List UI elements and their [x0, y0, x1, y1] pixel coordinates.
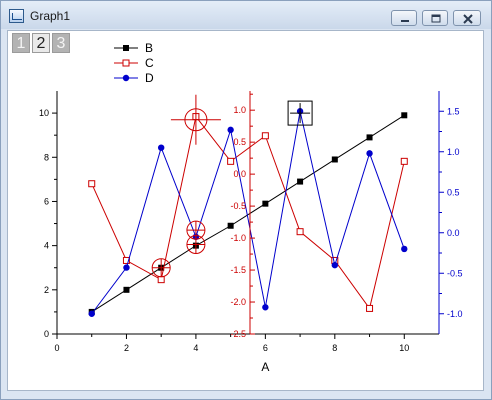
- right-y-tick-label: -0.5: [447, 268, 463, 278]
- red-y-tick-label: 0.0: [233, 169, 246, 179]
- left-y-tick-label: 6: [44, 196, 49, 206]
- series-D-point[interactable]: [262, 304, 269, 311]
- series-B-line[interactable]: [91, 114, 405, 313]
- series-D-point[interactable]: [123, 264, 130, 271]
- legend-marker[interactable]: [122, 74, 130, 82]
- title-bar[interactable]: Graph1: [1, 1, 491, 29]
- series-C-point[interactable]: [261, 132, 269, 140]
- series-D-point[interactable]: [157, 144, 165, 151]
- layer-tab-3[interactable]: 3: [52, 33, 70, 53]
- x-tick-label: 0: [54, 343, 59, 353]
- layer-tab-1[interactable]: 1: [12, 33, 30, 53]
- legend-label: C: [145, 56, 154, 70]
- left-y-tick-label: 4: [44, 241, 49, 251]
- data-reader-marker[interactable]: [151, 258, 171, 278]
- red-y-tick-label: -2.5: [230, 329, 246, 339]
- left-y-tick-label: 10: [39, 108, 49, 118]
- series-C-point[interactable]: [88, 180, 96, 188]
- red-y-tick-label: -2.0: [230, 297, 246, 307]
- data-reader-marker[interactable]: [186, 220, 206, 240]
- series-C-line[interactable]: [91, 115, 405, 310]
- right-y-tick-label: -1.0: [447, 309, 463, 319]
- data-reader-marker[interactable]: [287, 100, 313, 126]
- right-y-tick-label: 1.5: [447, 106, 460, 116]
- maximize-button[interactable]: [422, 10, 448, 26]
- series-B-point[interactable]: [331, 156, 338, 163]
- legend-label: B: [145, 41, 153, 55]
- right-y-tick-label: 0.5: [447, 187, 460, 197]
- series-D-point[interactable]: [88, 310, 95, 317]
- red-y-tick-label: -1.0: [230, 233, 246, 243]
- series-C-point[interactable]: [227, 157, 235, 165]
- red-y-tick-label: 1.0: [233, 105, 246, 115]
- series-B-point[interactable]: [262, 200, 269, 207]
- right-y-tick-label: 1.0: [447, 147, 460, 157]
- right-y-tick-label: 0.0: [447, 228, 460, 238]
- red-y-tick-label: -0.5: [230, 201, 246, 211]
- x-tick-label: 2: [124, 343, 129, 353]
- series-D-point[interactable]: [366, 150, 373, 157]
- window-title: Graph1: [30, 9, 71, 23]
- x-tick-label: 6: [263, 343, 268, 353]
- series-B-point[interactable]: [297, 178, 304, 185]
- x-tick-label: 10: [399, 343, 409, 353]
- data-reader-marker[interactable]: [170, 94, 221, 145]
- maximize-icon: [431, 14, 441, 23]
- line-chart[interactable]: 0 2 4 6 8 10 0 2 4 6 8 10 1.0 0.5 0.0 -0.5 -1.0 -1.5 -2.0 -…: [8, 31, 483, 390]
- legend-entry-C[interactable]: C: [114, 56, 154, 70]
- series-C-point[interactable]: [296, 228, 304, 236]
- data-reader-box: [287, 100, 313, 126]
- minimize-button[interactable]: [391, 10, 417, 26]
- x-tick-label: 8: [332, 343, 337, 353]
- legend-marker[interactable]: [122, 59, 130, 67]
- legend-marker[interactable]: [123, 45, 129, 51]
- legend-entry-D[interactable]: D: [114, 71, 154, 85]
- series-B-point[interactable]: [123, 286, 130, 293]
- series-C-point[interactable]: [157, 276, 165, 284]
- series-B-point[interactable]: [401, 112, 408, 119]
- legend-entry-B[interactable]: B: [114, 41, 153, 55]
- series-D-point[interactable]: [331, 261, 339, 269]
- x-tick-label: 4: [193, 343, 198, 353]
- close-button[interactable]: [453, 10, 481, 26]
- series-C-point[interactable]: [366, 304, 374, 312]
- series-B-point[interactable]: [227, 222, 234, 229]
- series-C-point[interactable]: [400, 157, 408, 165]
- series-C-point[interactable]: [122, 256, 130, 264]
- graph-page[interactable]: 1 2 3 0 2 4 6 8 10 0 2 4 6 8 10 1.0 0.5 0.0 -0.5 -1.0 -1.…: [7, 30, 484, 391]
- left-y-tick-label: 8: [44, 152, 49, 162]
- x-axis-label: A: [261, 360, 269, 374]
- series-D-point[interactable]: [227, 126, 234, 134]
- left-y-tick-label: 0: [44, 329, 49, 339]
- graph-app-icon[interactable]: [9, 9, 24, 23]
- left-y-tick-label: 2: [44, 285, 49, 295]
- legend-label: D: [145, 71, 154, 85]
- series-D-line[interactable]: [91, 111, 405, 315]
- series-B-point[interactable]: [366, 134, 373, 141]
- minimize-icon: [401, 20, 409, 22]
- close-icon: [463, 14, 473, 24]
- red-y-tick-label: -1.5: [230, 265, 246, 275]
- layer-tab-2[interactable]: 2: [32, 33, 50, 53]
- series-D-point[interactable]: [401, 245, 408, 253]
- red-y-tick-label: 0.5: [233, 137, 246, 147]
